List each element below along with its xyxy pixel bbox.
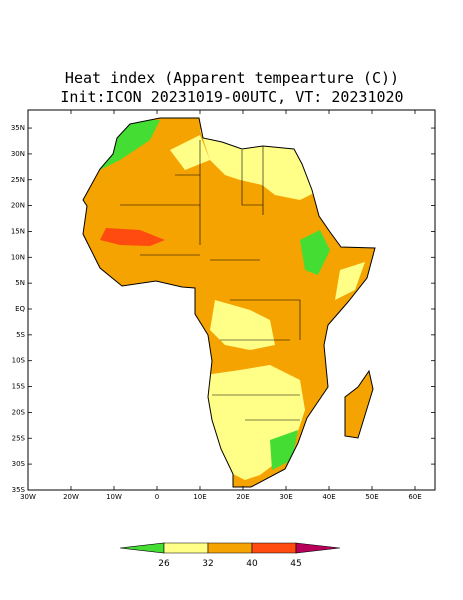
lat-tick-label: 30N	[11, 150, 25, 158]
lon-tick-label: 40E	[322, 493, 335, 501]
lat-tick-label: 5N	[15, 279, 25, 287]
lon-tick-label: 30E	[279, 493, 292, 501]
colorbar-segment	[163, 542, 209, 554]
map-title: Heat index (Apparent tempearture (C))	[65, 69, 399, 87]
lon-tick-label: 60E	[408, 493, 421, 501]
colorbar-segment	[251, 542, 297, 554]
lat-tick-label: EQ	[15, 305, 25, 313]
lon-tick-label: 20E	[236, 493, 249, 501]
lon-tick-label: 10W	[106, 493, 122, 501]
country-borders	[120, 140, 301, 421]
land-yellow	[335, 262, 365, 300]
colorbar-label: 32	[202, 559, 213, 569]
colorbar-segment	[207, 542, 253, 554]
lat-tick-label: 30S	[12, 460, 26, 468]
colorbar-label: 40	[246, 559, 258, 569]
lon-tick-label: 30W	[20, 493, 36, 501]
land-red	[100, 228, 165, 246]
map-subtitle: Init:ICON 20231019-00UTC, VT: 20231020	[60, 88, 403, 106]
colorbar-label: 26	[158, 559, 170, 569]
land-yellow	[210, 300, 275, 350]
colorbar-segment	[295, 542, 341, 554]
lon-tick-label: 10E	[193, 493, 206, 501]
lat-tick-label: 15N	[11, 227, 25, 235]
lon-tick-label: 20W	[63, 493, 79, 501]
colorbar-label: 45	[290, 559, 301, 569]
map-frame	[27, 109, 436, 491]
lat-tick-label: 35N	[11, 124, 25, 132]
lat-tick-label: 5S	[16, 331, 25, 339]
land-green	[300, 230, 330, 275]
madagascar	[344, 369, 374, 439]
lat-tick-label: 20N	[11, 202, 25, 210]
colorbar-segment	[119, 542, 165, 554]
lat-tick-label: 20S	[12, 408, 26, 416]
coastline	[82, 117, 376, 488]
lat-tick-label: 15S	[12, 383, 26, 391]
colorbar: 26 32 40 45	[119, 542, 341, 569]
lat-tick-label: 10N	[11, 253, 25, 261]
lon-tick-label: 50E	[365, 493, 378, 501]
lat-tick-label: 35S	[12, 486, 26, 494]
lat-tick-label: 25N	[11, 176, 25, 184]
map: 35N 30N 25N 20N 15N 10N 5N EQ 5S 10S 15S 20S 25S 30S 3…	[11, 109, 436, 501]
lon-tick-label: 0	[155, 493, 159, 501]
lat-tick-label: 10S	[12, 357, 26, 365]
lat-tick-label: 25S	[12, 434, 26, 442]
